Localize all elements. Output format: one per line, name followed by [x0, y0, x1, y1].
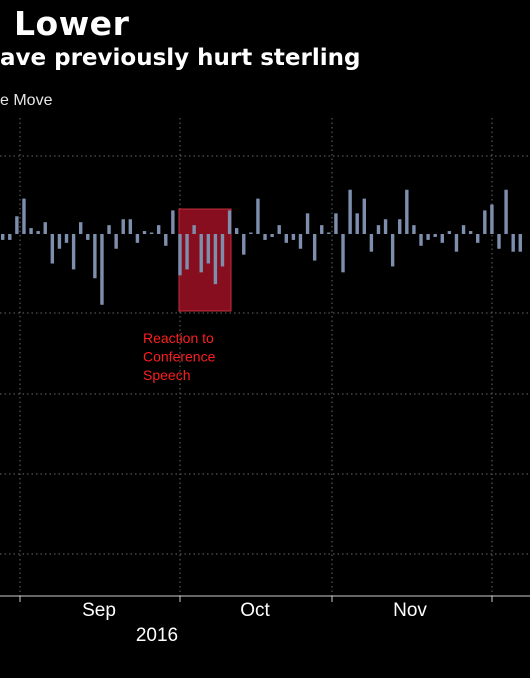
bar-52 — [369, 234, 374, 252]
bar-15 — [107, 225, 111, 234]
bar-31 — [220, 234, 225, 267]
bar-45 — [320, 225, 324, 234]
bar-11 — [78, 222, 83, 234]
bar-32 — [227, 210, 232, 234]
bar-60 — [426, 234, 430, 240]
bar-41 — [291, 234, 296, 240]
bar-50 — [355, 213, 359, 234]
bar-65 — [461, 225, 466, 234]
bar-53 — [376, 225, 381, 234]
bar-58 — [412, 225, 416, 234]
bar-14 — [100, 234, 104, 305]
chart-subtitle: ave previously hurt sterling — [0, 45, 361, 71]
bar-10 — [71, 234, 76, 270]
bar-2 — [15, 216, 19, 234]
bar-61 — [433, 234, 437, 237]
bar-38 — [270, 234, 274, 237]
x-tick-label-sep: Sep — [82, 600, 116, 621]
x-year-label: 2016 — [136, 625, 178, 646]
bar-70 — [497, 234, 501, 249]
bar-49 — [348, 189, 352, 234]
bar-63 — [447, 231, 452, 234]
bar-23 — [164, 234, 168, 246]
bar-59 — [419, 234, 423, 246]
bar-36 — [256, 198, 260, 234]
bar-55 — [390, 234, 395, 267]
bar-8 — [57, 234, 62, 249]
bar-72 — [511, 234, 515, 252]
bar-48 — [341, 234, 345, 273]
bar-67 — [476, 234, 480, 243]
bar-47 — [334, 213, 338, 234]
annotation-line-0: Reaction to — [143, 330, 214, 346]
x-axis: Sep Oct Nov 2016 — [0, 595, 530, 646]
bar-68 — [483, 210, 487, 234]
bar-57 — [405, 189, 409, 234]
bar-42 — [298, 234, 303, 249]
bar-4 — [29, 228, 33, 234]
bar-62 — [440, 234, 444, 243]
annotation-line-2: Speech — [143, 367, 190, 383]
bar-13 — [93, 234, 97, 279]
bar-9 — [64, 234, 69, 243]
bar-34 — [242, 234, 246, 255]
bar-22 — [156, 225, 161, 234]
bar-71 — [504, 189, 508, 234]
bar-17 — [121, 219, 125, 234]
x-tick-label-nov: Nov — [393, 600, 427, 621]
bar-56 — [398, 219, 402, 234]
bar-66 — [468, 231, 473, 234]
bar-19 — [135, 234, 140, 243]
bar-1 — [8, 234, 12, 240]
chart-title: Lower — [14, 4, 130, 43]
bar-51 — [362, 198, 366, 234]
bar-3 — [22, 198, 26, 234]
bar-43 — [305, 213, 310, 234]
bar-28 — [199, 234, 203, 273]
legend-label: e Move — [0, 92, 53, 109]
bar-44 — [312, 234, 317, 261]
x-tick-label-oct: Oct — [240, 600, 270, 621]
bar-40 — [284, 234, 288, 243]
bar-54 — [383, 219, 388, 234]
bar-30 — [213, 234, 218, 285]
bar-20 — [142, 231, 147, 234]
annotation-line-1: Conference — [143, 349, 216, 365]
bar-21 — [149, 232, 154, 234]
bar-16 — [114, 234, 118, 249]
bar-18 — [128, 219, 133, 234]
bar-39 — [277, 225, 281, 234]
bar-series — [1, 189, 522, 305]
bar-5 — [36, 231, 40, 234]
bar-35 — [249, 232, 253, 234]
bar-29 — [206, 234, 211, 264]
bar-64 — [454, 234, 459, 252]
bar-69 — [490, 204, 494, 234]
bar-37 — [263, 234, 267, 240]
bar-33 — [234, 228, 239, 234]
bar-25 — [178, 234, 182, 276]
gridlines — [0, 118, 530, 596]
bar-73 — [518, 234, 522, 252]
bar-12 — [86, 234, 90, 240]
bar-7 — [50, 234, 55, 264]
bar-27 — [192, 225, 196, 234]
annotation: Reaction to Conference Speech — [143, 330, 216, 383]
bar-26 — [185, 234, 189, 270]
bar-6 — [43, 222, 47, 234]
bar-46 — [327, 232, 331, 234]
bar-0 — [1, 234, 5, 240]
bar-24 — [171, 210, 175, 234]
